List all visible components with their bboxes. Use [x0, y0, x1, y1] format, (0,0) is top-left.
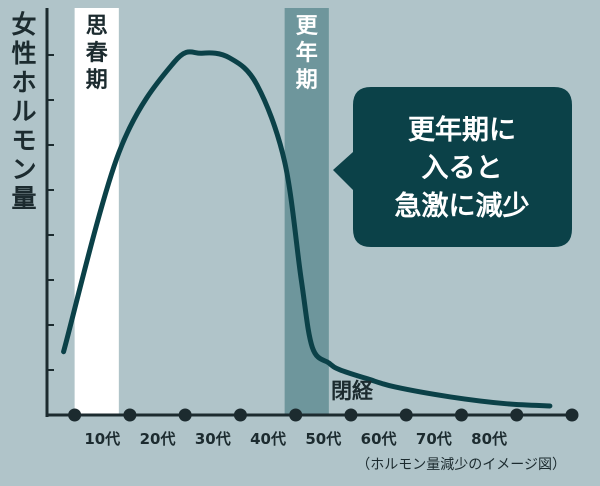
y-axis-ticks	[47, 54, 54, 371]
x-tick-label: 20代	[140, 430, 176, 448]
callout-line: 急激に減少	[395, 190, 530, 222]
x-tick-label: 10代	[84, 430, 120, 448]
x-tick-label: 70代	[416, 430, 452, 448]
x-axis-markers	[68, 408, 579, 422]
puberty-label: 思春期	[86, 14, 108, 93]
callout-bubble	[333, 87, 572, 247]
x-axis-marker	[233, 408, 247, 422]
x-tick-label: 40代	[250, 430, 286, 448]
image-note: （ホルモン量減少のイメージ図）	[356, 456, 566, 473]
x-tick-label: 80代	[471, 430, 507, 448]
x-tick-labels: 10代 20代 30代 40代 50代 60代 70代 80代	[84, 430, 507, 448]
x-axis-marker	[454, 408, 468, 422]
x-tick-label: 30代	[195, 430, 231, 448]
x-axis-marker	[178, 408, 192, 422]
series-line	[61, 49, 553, 409]
y-axis-label: 女性ホルモン量	[11, 10, 36, 213]
x-axis-marker	[399, 408, 413, 422]
x-axis-marker	[510, 408, 524, 422]
x-axis-marker	[123, 408, 137, 422]
x-axis-marker	[565, 408, 579, 422]
x-tick-label: 60代	[361, 430, 397, 448]
callout-line: 入ると	[422, 153, 503, 184]
x-axis-marker	[289, 408, 303, 422]
x-axis-marker	[68, 408, 82, 422]
x-tick-label: 50代	[305, 430, 341, 448]
x-axis-marker	[344, 408, 358, 422]
menopause-period-label: 更年期	[296, 14, 319, 93]
callout-line: 更年期に	[408, 114, 516, 146]
menopause-annotation: 閉経	[331, 379, 374, 403]
puberty-band	[74, 8, 119, 415]
